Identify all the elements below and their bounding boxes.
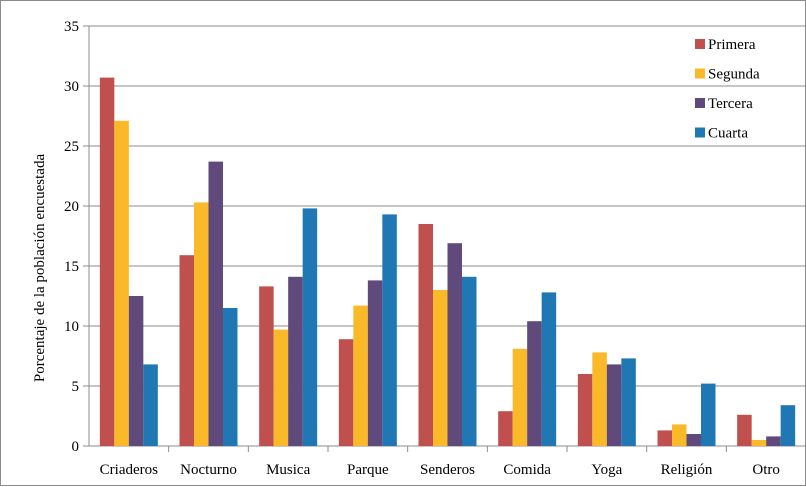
bar-cuarta [143, 364, 158, 446]
bar-tercera [128, 296, 144, 446]
x-tick-label: Senderos [420, 462, 475, 478]
bar-cuarta [621, 358, 636, 446]
bar-tercera [606, 364, 622, 446]
x-tick-label: Religión [661, 462, 713, 478]
bar-tercera [766, 436, 781, 446]
bar-primera [657, 430, 672, 446]
x-tick-label: Criaderos [100, 462, 158, 478]
bar-segunda [672, 424, 687, 446]
bar-cuarta [462, 276, 477, 446]
bar-segunda [353, 305, 368, 446]
legend: Primera Segunda Tercera Cuarta [695, 37, 760, 142]
x-tick-label: Parque [347, 462, 389, 478]
legend-swatch [695, 127, 705, 138]
bar-primera [338, 339, 354, 446]
bar-segunda [433, 290, 448, 446]
legend-label: Primera [708, 37, 756, 53]
bar-cuarta [302, 208, 318, 446]
legend-label: Tercera [708, 96, 753, 112]
bar-primera [577, 374, 593, 446]
x-tick-label: Yoga [591, 462, 622, 478]
y-axis-title: Porcentaje de la población encuestada [32, 154, 48, 383]
bar-primera [737, 414, 752, 446]
legend-swatch [695, 98, 705, 108]
bar-cuarta [701, 383, 716, 446]
y-tick-label: 25 [64, 139, 79, 155]
legend-swatch [695, 68, 705, 79]
bar-segunda [273, 329, 289, 446]
x-tick-label: Otro [752, 462, 780, 478]
bar-segunda [751, 440, 767, 446]
bar-primera [99, 77, 115, 446]
bar-cuarta [780, 405, 796, 446]
x-tick-label: Musica [266, 462, 311, 478]
axis-labels: 0 5 10 15 20 25 30 35 Criaderos Nocturno Musica Par… [64, 19, 780, 478]
bar-tercera [288, 276, 303, 446]
legend-swatch [695, 39, 705, 49]
bars [99, 77, 796, 447]
y-tick-label: 0 [72, 439, 80, 455]
bar-primera [418, 224, 433, 446]
y-tick-label: 30 [64, 79, 79, 95]
bar-primera [179, 255, 194, 446]
bar-segunda [592, 352, 607, 446]
bar-tercera [686, 434, 701, 446]
bar-cuarta [223, 308, 238, 446]
bar-segunda [194, 202, 209, 446]
bar-cuarta [541, 292, 557, 446]
legend-label: Cuarta [708, 126, 748, 142]
bar-segunda [114, 120, 129, 447]
bar-tercera [447, 243, 462, 446]
bar-primera [498, 411, 513, 446]
bar-tercera [208, 161, 223, 446]
bar-tercera [527, 321, 542, 446]
bar-tercera [367, 280, 383, 446]
y-tick-label: 5 [72, 379, 80, 395]
bar-primera [259, 286, 274, 446]
y-tick-label: 35 [64, 19, 79, 35]
legend-label: Segunda [708, 67, 760, 83]
bar-cuarta [382, 214, 397, 446]
y-tick-label: 15 [64, 259, 79, 275]
x-tick-label: Nocturno [180, 462, 237, 478]
bar-segunda [512, 348, 528, 446]
x-tick-label: Comida [503, 462, 551, 478]
y-tick-label: 20 [64, 199, 79, 215]
y-tick-label: 10 [64, 319, 79, 335]
